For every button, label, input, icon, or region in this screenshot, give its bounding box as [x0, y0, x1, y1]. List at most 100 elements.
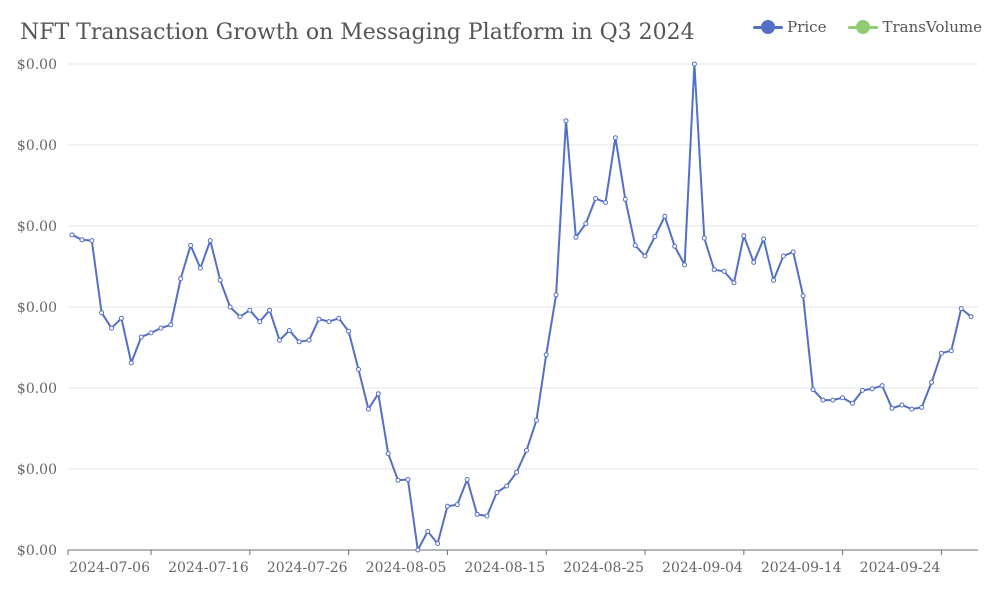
data-point[interactable]	[800, 293, 806, 299]
data-point[interactable]	[257, 319, 263, 325]
data-point[interactable]	[99, 310, 105, 316]
data-point[interactable]	[662, 213, 668, 219]
data-point[interactable]	[603, 200, 608, 205]
data-point[interactable]	[859, 387, 865, 393]
data-point[interactable]	[711, 267, 717, 273]
data-point[interactable]	[118, 315, 124, 321]
legend-item-transvolume[interactable]: TransVolume	[848, 18, 982, 36]
data-point[interactable]	[494, 490, 500, 495]
data-point[interactable]	[207, 238, 213, 244]
data-point[interactable]	[820, 397, 826, 403]
data-point[interactable]	[148, 330, 154, 336]
data-point[interactable]	[336, 315, 342, 321]
data-point[interactable]	[237, 314, 243, 320]
data-point[interactable]	[286, 328, 292, 333]
data-point[interactable]	[563, 118, 569, 124]
data-point[interactable]	[346, 328, 352, 334]
data-point[interactable]	[751, 259, 757, 265]
data-point[interactable]	[158, 325, 164, 331]
data-point[interactable]	[69, 232, 75, 238]
data-point[interactable]	[395, 477, 401, 483]
data-point[interactable]	[810, 387, 816, 393]
data-point[interactable]	[701, 235, 707, 241]
x-tick-label: 2024-07-26	[267, 560, 348, 576]
data-point[interactable]	[356, 366, 361, 372]
data-point[interactable]	[267, 307, 273, 313]
data-point[interactable]	[968, 314, 974, 320]
data-point[interactable]	[444, 503, 450, 509]
data-point[interactable]	[109, 325, 114, 331]
data-point[interactable]	[138, 334, 144, 340]
data-point[interactable]	[405, 477, 411, 482]
data-point[interactable]	[178, 276, 184, 282]
data-point[interactable]	[642, 253, 648, 259]
data-point[interactable]	[425, 528, 431, 534]
data-point[interactable]	[89, 238, 95, 244]
data-point[interactable]	[761, 236, 767, 242]
data-point[interactable]	[385, 451, 391, 457]
y-tick-label: $0.00	[17, 543, 57, 559]
data-point[interactable]	[741, 233, 747, 239]
data-point[interactable]	[879, 383, 885, 389]
data-point[interactable]	[474, 511, 480, 517]
data-point[interactable]	[958, 306, 964, 312]
y-tick-label: $0.00	[17, 300, 57, 316]
data-point[interactable]	[593, 196, 599, 201]
data-point[interactable]	[771, 277, 776, 283]
data-point[interactable]	[652, 234, 658, 239]
data-point[interactable]	[217, 277, 223, 283]
data-point[interactable]	[583, 221, 589, 227]
data-point[interactable]	[909, 406, 915, 412]
data-point[interactable]	[197, 265, 203, 271]
data-point[interactable]	[543, 352, 549, 358]
data-point[interactable]	[840, 395, 846, 401]
data-point[interactable]	[632, 242, 638, 248]
data-point[interactable]	[731, 280, 737, 286]
data-point[interactable]	[780, 253, 786, 259]
data-point[interactable]	[850, 400, 855, 406]
y-tick-label: $0.00	[17, 138, 57, 154]
data-point[interactable]	[247, 307, 253, 313]
data-point[interactable]	[415, 547, 421, 553]
data-point[interactable]	[306, 337, 312, 343]
data-point[interactable]	[948, 348, 954, 354]
data-point[interactable]	[524, 447, 529, 453]
data-point[interactable]	[296, 339, 302, 345]
data-point[interactable]	[682, 262, 688, 268]
data-point[interactable]	[869, 386, 875, 392]
data-point[interactable]	[553, 292, 559, 298]
data-point[interactable]	[365, 406, 371, 412]
data-point[interactable]	[504, 483, 510, 489]
data-point[interactable]	[919, 404, 925, 410]
data-point[interactable]	[830, 397, 836, 403]
data-point[interactable]	[277, 337, 282, 343]
data-point[interactable]	[227, 304, 233, 310]
data-point[interactable]	[188, 242, 194, 248]
data-point[interactable]	[316, 316, 322, 322]
data-point[interactable]	[533, 417, 539, 423]
data-point[interactable]	[79, 237, 85, 243]
data-point[interactable]	[938, 350, 944, 356]
data-point[interactable]	[721, 268, 727, 274]
data-point[interactable]	[929, 379, 935, 385]
data-point[interactable]	[326, 319, 332, 325]
data-point[interactable]	[454, 502, 460, 508]
data-point[interactable]	[375, 391, 381, 397]
data-point[interactable]	[691, 61, 697, 67]
data-point[interactable]	[889, 405, 895, 411]
data-point[interactable]	[464, 477, 470, 482]
data-point[interactable]	[435, 541, 441, 546]
data-point[interactable]	[612, 135, 618, 141]
data-point[interactable]	[573, 234, 579, 240]
x-tick-label: 2024-08-25	[563, 560, 644, 576]
data-point[interactable]	[514, 469, 520, 475]
data-point[interactable]	[484, 513, 490, 519]
legend-item-price[interactable]: Price	[753, 18, 826, 36]
y-tick-label: $0.00	[17, 219, 57, 235]
data-point[interactable]	[790, 249, 796, 255]
data-point[interactable]	[168, 322, 174, 328]
data-point[interactable]	[672, 243, 678, 249]
data-point[interactable]	[128, 360, 134, 366]
data-point[interactable]	[899, 402, 905, 408]
data-point[interactable]	[622, 196, 628, 202]
